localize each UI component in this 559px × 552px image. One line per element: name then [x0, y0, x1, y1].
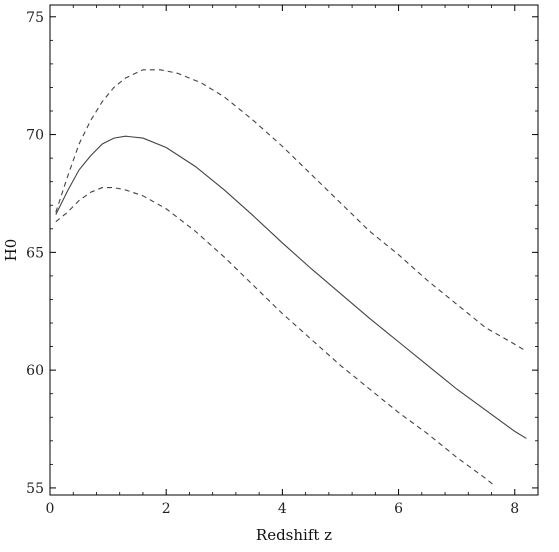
- central-curve: [55, 135, 527, 439]
- x-tick-label: 4: [278, 501, 287, 517]
- x-tick-label: 6: [394, 501, 403, 517]
- y-axis-ticks: 55 60 65 70 75: [26, 10, 538, 497]
- x-tick-label: 8: [510, 501, 519, 517]
- plot-frame: [49, 4, 539, 496]
- y-tick-label: 65: [26, 245, 44, 261]
- upper-bound-curve: [55, 69, 527, 352]
- x-tick-label: 0: [46, 501, 55, 517]
- y-tick-label: 60: [26, 363, 44, 379]
- y-axis-label: H0: [2, 239, 20, 262]
- x-tick-label: 2: [162, 501, 171, 517]
- y-tick-label: 70: [26, 128, 44, 144]
- y-tick-label: 75: [26, 10, 44, 26]
- y-tick-label: 55: [26, 481, 44, 497]
- x-axis-label: Redshift z: [256, 526, 332, 544]
- series-layer: [55, 69, 527, 487]
- lower-bound-curve: [55, 187, 495, 487]
- x-axis-ticks: 0 2 4 6 8: [46, 5, 539, 517]
